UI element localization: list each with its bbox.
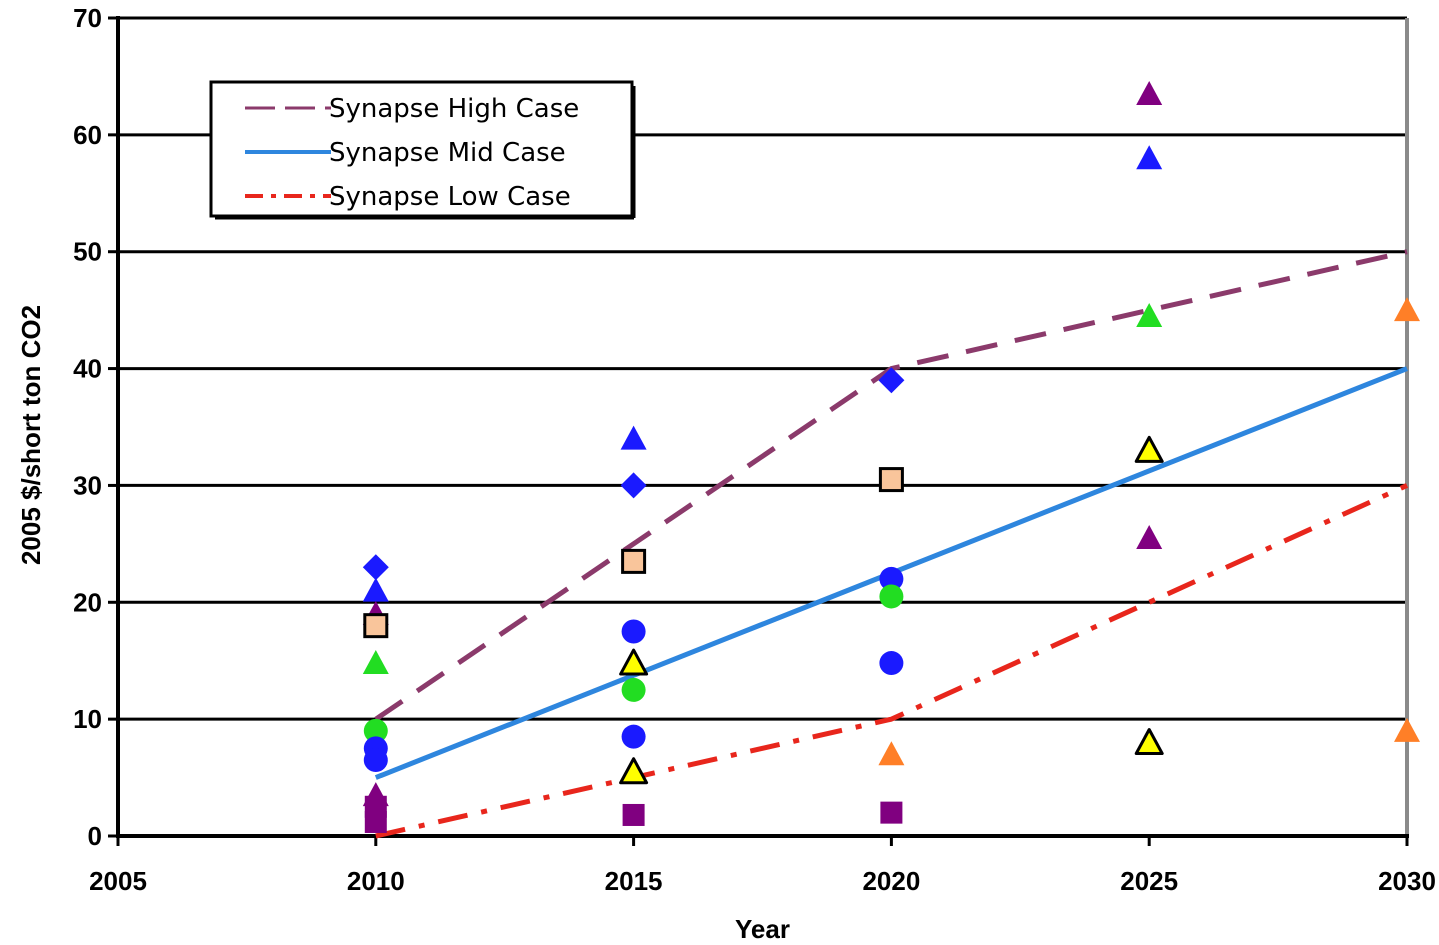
legend: Synapse High Case Synapse Mid Case Synapse… [209, 80, 636, 220]
data-point-23 [879, 584, 904, 609]
x-tick-label-2015: 2015 [605, 866, 663, 896]
data-point-31 [1136, 525, 1163, 550]
data-point-22 [879, 566, 904, 591]
legend-label-0: Synapse High Case [329, 94, 579, 124]
data-point-16 [621, 677, 646, 702]
data-point-15 [619, 648, 649, 676]
x-tick-label-2025: 2025 [1120, 866, 1178, 896]
data-point-4 [362, 650, 389, 675]
data-point-20 [878, 367, 905, 394]
data-point-25 [878, 741, 905, 766]
legend-label-1: Synapse Mid Case [329, 138, 566, 168]
data-points [362, 80, 1420, 833]
y-tick-label-30: 30 [73, 470, 102, 500]
data-point-18 [619, 757, 649, 785]
x-tick-label-2010: 2010 [347, 866, 405, 896]
y-tick-label-20: 20 [73, 587, 102, 617]
data-point-1 [362, 577, 389, 602]
data-point-14 [621, 619, 646, 644]
data-point-32 [1134, 728, 1164, 756]
y-tick-label-50: 50 [73, 237, 102, 267]
data-point-21 [878, 467, 904, 493]
y-tick-label-10: 10 [73, 704, 102, 734]
data-point-28 [1136, 145, 1163, 170]
data-point-26 [880, 801, 903, 824]
data-point-0 [362, 554, 389, 581]
y-tick-label-70: 70 [73, 3, 102, 33]
data-point-29 [1136, 302, 1163, 327]
data-point-12 [620, 472, 647, 499]
y-axis-title: 2005 $/short ton CO2 [16, 305, 46, 565]
data-point-19 [622, 803, 645, 826]
data-point-13 [621, 548, 647, 574]
data-point-11 [620, 425, 647, 450]
x-tick-label-2005: 2005 [89, 866, 147, 896]
axes [108, 16, 1409, 846]
x-tick-label-2020: 2020 [862, 866, 920, 896]
data-point-3 [363, 613, 389, 639]
data-point-5 [363, 718, 388, 743]
series-line-2 [375, 483, 1409, 839]
data-point-27 [1136, 80, 1163, 105]
legend-box [209, 80, 634, 218]
x-tick-label-2030: 2030 [1378, 866, 1436, 896]
legend-label-2: Synapse Low Case [329, 182, 571, 212]
y-tick-label-40: 40 [73, 354, 102, 384]
data-point-7 [363, 748, 388, 773]
y-tick-label-60: 60 [73, 120, 102, 150]
data-point-24 [879, 651, 904, 676]
y-tick-label-0: 0 [88, 821, 102, 851]
x-axis-title: Year [735, 914, 790, 944]
data-point-17 [621, 724, 646, 749]
data-point-30 [1134, 435, 1164, 463]
data-point-10 [364, 810, 387, 833]
data-point-34 [1394, 717, 1420, 742]
data-point-33 [1394, 297, 1420, 322]
